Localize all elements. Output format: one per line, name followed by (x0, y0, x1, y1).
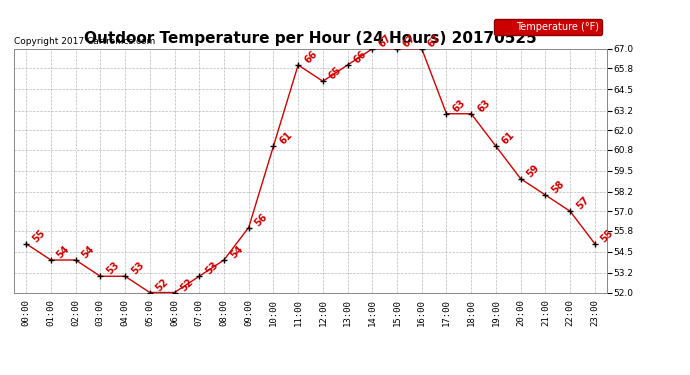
Text: 54: 54 (55, 244, 72, 261)
Text: 66: 66 (352, 49, 368, 66)
Text: 55: 55 (30, 228, 47, 244)
Text: 67: 67 (401, 33, 418, 50)
Title: Outdoor Temperature per Hour (24 Hours) 20170525: Outdoor Temperature per Hour (24 Hours) … (84, 31, 537, 46)
Text: 63: 63 (475, 98, 492, 114)
Text: 67: 67 (426, 33, 442, 50)
Text: 55: 55 (599, 228, 615, 244)
Text: 63: 63 (451, 98, 467, 114)
Text: 67: 67 (377, 33, 393, 50)
Text: 52: 52 (179, 276, 195, 293)
Text: 53: 53 (204, 260, 220, 277)
Text: 57: 57 (574, 195, 591, 212)
Text: 65: 65 (327, 65, 344, 82)
Text: 53: 53 (129, 260, 146, 277)
Text: 54: 54 (80, 244, 97, 261)
Text: 53: 53 (104, 260, 121, 277)
Text: 52: 52 (154, 276, 170, 293)
Text: 61: 61 (500, 130, 517, 147)
Text: 59: 59 (525, 163, 542, 179)
Text: 54: 54 (228, 244, 245, 261)
Legend: Temperature (°F): Temperature (°F) (494, 20, 602, 35)
Text: 61: 61 (277, 130, 294, 147)
Text: 58: 58 (549, 179, 566, 196)
Text: 56: 56 (253, 211, 270, 228)
Text: 66: 66 (302, 49, 319, 66)
Text: Copyright 2017 Cartronics.com: Copyright 2017 Cartronics.com (14, 38, 155, 46)
